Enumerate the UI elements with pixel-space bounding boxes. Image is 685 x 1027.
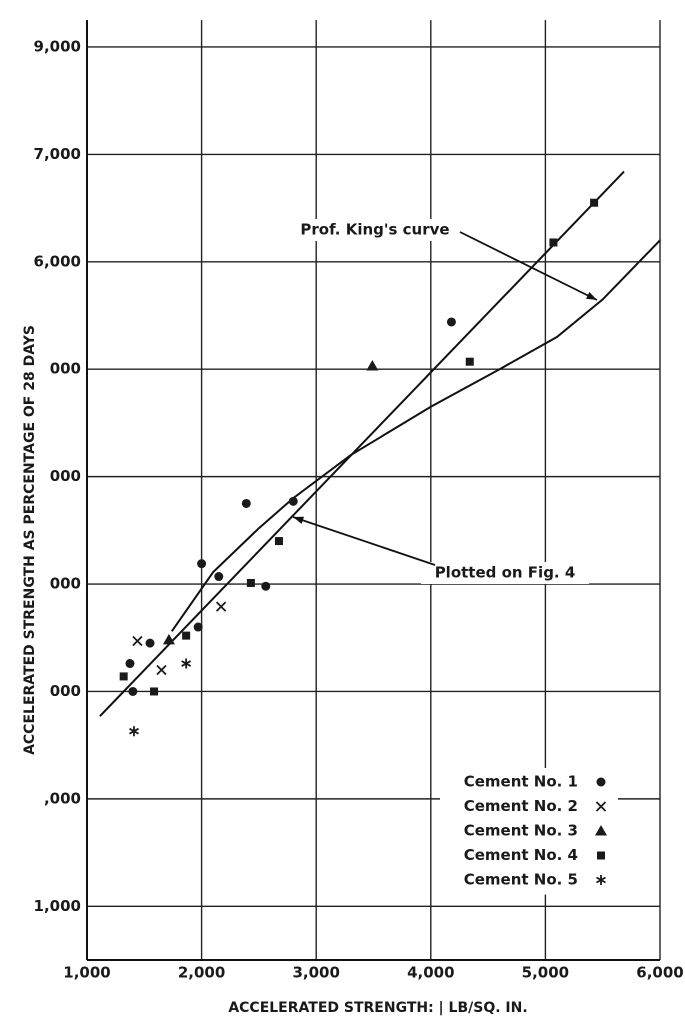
point xyxy=(162,633,175,645)
y-tick-label: 1,000 xyxy=(34,897,81,915)
legend-label: Cement No. 1 xyxy=(464,773,578,791)
arrow-head xyxy=(586,292,597,300)
curve xyxy=(99,170,625,717)
point xyxy=(150,687,159,696)
point xyxy=(246,578,255,587)
legend-box xyxy=(440,768,618,895)
y-axis-title: ACCELERATED STRENGTH AS PERCENTAGE OF 28… xyxy=(22,325,38,755)
x-axis-title: ACCELERATED STRENGTH: | LB/SQ. IN. xyxy=(228,1000,527,1016)
annotation-bg xyxy=(421,562,589,584)
y-tick-label: ,000 xyxy=(44,789,81,807)
point xyxy=(465,357,474,366)
legend-label: Cement No. 4 xyxy=(464,846,578,864)
legend-marker xyxy=(595,825,607,836)
curve xyxy=(170,239,661,632)
annotation-arrow xyxy=(292,516,436,566)
y-tick-label: 9,000 xyxy=(34,37,81,55)
point xyxy=(241,498,251,508)
point xyxy=(274,537,283,546)
y-tick-label: 7,000 xyxy=(34,145,81,163)
point xyxy=(128,686,138,696)
point xyxy=(182,631,191,640)
legend-label: Cement No. 3 xyxy=(464,822,578,840)
point xyxy=(145,638,155,648)
point xyxy=(132,635,143,647)
annotation: Plotted on Fig. 4 xyxy=(435,564,576,582)
x-tick-label: 1,000 xyxy=(63,964,110,982)
point xyxy=(288,496,298,506)
legend-marker xyxy=(597,851,605,860)
point xyxy=(446,317,456,327)
y-tick-label: 6,000 xyxy=(34,252,81,270)
annotation-arrow xyxy=(459,231,598,301)
legend-marker xyxy=(596,875,606,885)
point xyxy=(215,601,227,612)
annotation: Prof. King's curve xyxy=(300,221,449,239)
point xyxy=(549,238,558,247)
point xyxy=(193,622,203,632)
legend-label: Cement No. 5 xyxy=(464,871,578,889)
point xyxy=(181,658,192,669)
x-tick-label: 5,000 xyxy=(522,964,569,982)
point xyxy=(129,726,139,737)
point xyxy=(366,359,379,371)
y-tick-label: 000 xyxy=(50,360,81,378)
annotation-bg xyxy=(291,219,459,241)
legend-marker xyxy=(596,777,606,787)
x-tick-label: 4,000 xyxy=(407,964,454,982)
legend-label: Cement No. 2 xyxy=(464,797,578,815)
y-tick-label: 000 xyxy=(50,467,81,485)
point xyxy=(590,198,599,207)
y-tick-label: 000 xyxy=(50,575,81,593)
x-tick-label: 2,000 xyxy=(178,964,225,982)
point xyxy=(261,581,271,591)
point xyxy=(156,664,167,676)
x-tick-label: 6,000 xyxy=(636,964,683,982)
legend-marker xyxy=(595,801,607,812)
y-tick-label: 000 xyxy=(50,682,81,700)
point xyxy=(125,659,135,669)
x-tick-label: 3,000 xyxy=(292,964,339,982)
point xyxy=(119,672,128,681)
point xyxy=(197,559,207,569)
point xyxy=(214,572,224,582)
arrow-head xyxy=(293,516,304,524)
